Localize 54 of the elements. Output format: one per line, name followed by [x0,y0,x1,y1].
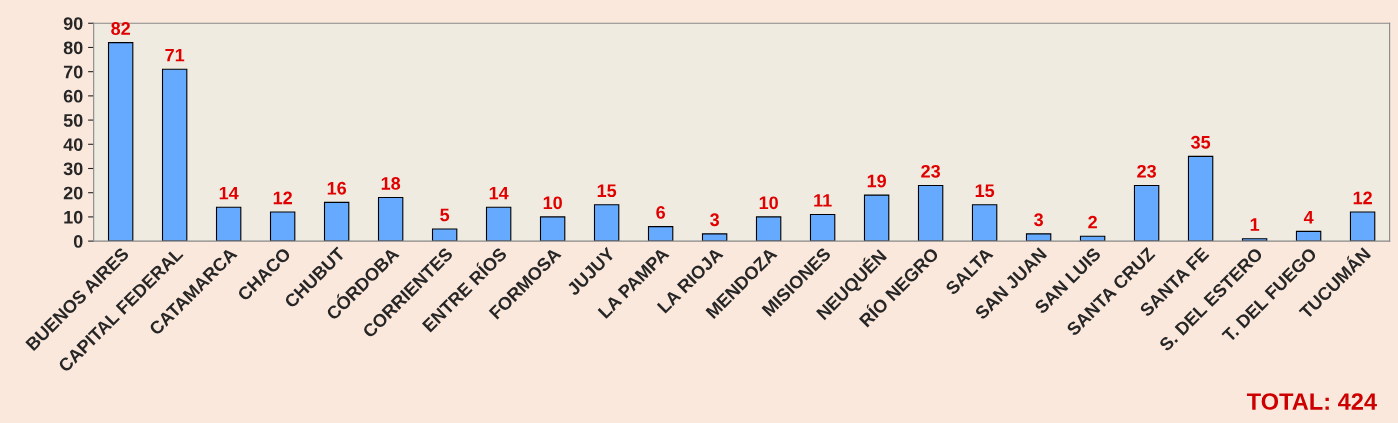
data-label: 11 [814,194,832,207]
y-tick-label: 30 [63,162,83,176]
y-tick-label: 90 [63,17,83,30]
bar [431,228,458,242]
data-label: 16 [327,181,347,195]
y-tick-label: 40 [63,138,83,152]
data-label: 2 [1088,215,1097,229]
bar [809,213,836,242]
data-label: 82 [111,22,130,35]
data-label: 18 [381,177,401,190]
bar [377,196,404,242]
bar [863,194,890,242]
bar [539,216,566,242]
y-tick-label: 0 [73,235,83,248]
data-label: 3 [710,213,720,227]
y-tick-label: 80 [63,41,83,55]
y-tick-label: 60 [63,89,83,103]
bar [485,206,512,242]
bar [917,184,944,242]
data-label: 14 [219,186,239,200]
bar [1133,184,1160,242]
data-label: 15 [597,184,617,198]
data-label: 1 [1250,218,1260,231]
data-label: 15 [975,184,995,198]
y-tick-label: 20 [63,186,83,200]
data-label: 12 [273,191,292,205]
bar [755,216,782,242]
data-label: 3 [1034,213,1043,227]
bar [647,226,674,242]
text: TOTAL: 424 [1246,393,1377,410]
data-label: 5 [440,208,450,222]
data-label: 6 [656,206,666,219]
bar [107,42,134,242]
data-label: 23 [1137,164,1157,178]
bar [323,201,350,242]
bar [1349,211,1376,242]
data-label: 71 [165,48,185,62]
data-label: 12 [1353,191,1372,205]
data-label: 19 [867,174,887,188]
bar [269,211,296,242]
y-tick-label: 50 [63,114,83,127]
data-label: 10 [759,196,778,210]
data-label: 23 [921,164,941,178]
data-label: 4 [1303,211,1314,224]
data-label: 35 [1190,135,1211,149]
bar [971,204,998,242]
bar [593,204,620,242]
data-label: 10 [543,196,562,210]
y-tick-label: 10 [64,210,83,224]
y-tick-label: 70 [63,65,83,79]
data-label: 14 [489,186,509,200]
bar [161,68,188,242]
bar [215,206,242,242]
bar [1187,155,1214,242]
